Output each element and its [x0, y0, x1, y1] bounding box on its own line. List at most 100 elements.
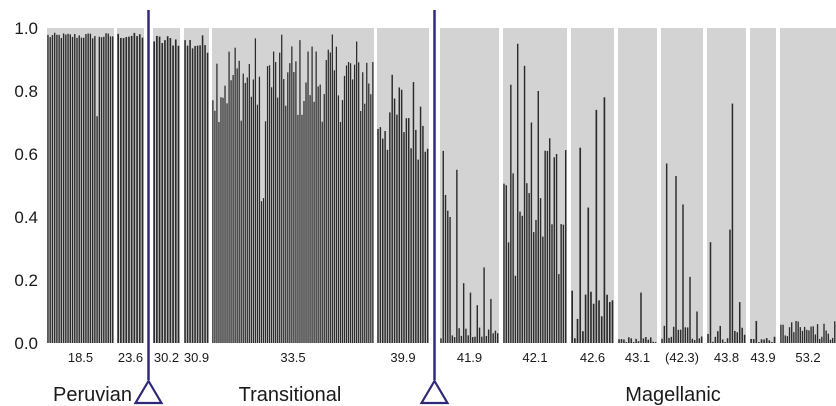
bar	[191, 48, 194, 343]
bar	[795, 320, 797, 343]
bar	[542, 236, 544, 343]
bar	[323, 94, 325, 343]
bar	[768, 340, 771, 343]
bar	[698, 338, 701, 343]
bar	[372, 62, 374, 344]
bar	[74, 34, 76, 344]
bar	[630, 338, 632, 343]
bar	[771, 342, 773, 343]
bar	[317, 86, 319, 343]
bar	[760, 339, 763, 343]
population-group	[377, 28, 429, 344]
bar	[551, 224, 553, 343]
bar	[287, 72, 289, 343]
bar	[647, 339, 650, 343]
group-label: 43.8	[714, 350, 739, 365]
bar	[396, 114, 398, 343]
bar	[447, 210, 449, 343]
bar	[526, 183, 528, 343]
population-group	[618, 28, 657, 343]
bar	[721, 339, 724, 343]
bar	[153, 41, 155, 343]
population-group	[661, 28, 703, 343]
bar	[492, 333, 494, 343]
bar	[603, 97, 606, 343]
bar	[356, 41, 358, 343]
bar	[169, 38, 172, 343]
group-background	[212, 28, 374, 343]
bar	[362, 72, 364, 343]
bar	[281, 34, 283, 343]
bar	[707, 333, 709, 343]
bar	[331, 34, 333, 343]
bar	[677, 329, 680, 343]
group-background	[618, 28, 657, 343]
bar	[250, 96, 252, 344]
bar	[546, 150, 549, 343]
group-label: 23.6	[118, 350, 143, 365]
group-label: 53.2	[795, 350, 820, 365]
bar	[408, 118, 410, 343]
y-tick-label: 0.8	[14, 82, 38, 101]
bar	[503, 183, 505, 343]
bar	[204, 45, 206, 343]
bar	[460, 335, 463, 343]
bar	[637, 341, 640, 343]
bar	[214, 110, 216, 343]
bar	[562, 224, 565, 343]
bar	[497, 333, 499, 343]
bar	[410, 148, 412, 343]
bar	[51, 35, 54, 344]
bar	[474, 336, 476, 343]
bar	[512, 173, 514, 343]
bar	[53, 32, 56, 344]
bar	[505, 185, 507, 343]
bar	[537, 91, 539, 343]
bar	[156, 35, 158, 344]
bar	[780, 324, 782, 343]
bar	[391, 74, 393, 343]
bar	[691, 338, 694, 343]
triangle-icon	[419, 378, 450, 405]
bar	[763, 339, 765, 343]
bar	[608, 302, 611, 343]
bar	[138, 34, 141, 344]
bar	[303, 101, 305, 343]
group-background	[707, 28, 746, 343]
group-label: 18.5	[68, 350, 93, 365]
bar	[258, 76, 261, 343]
bar	[56, 34, 58, 344]
bar	[521, 215, 523, 343]
group-label: 43.9	[750, 350, 775, 365]
bar	[189, 39, 191, 344]
bar	[595, 109, 598, 344]
bar	[825, 330, 827, 343]
bar	[358, 62, 360, 343]
bar	[801, 330, 804, 343]
bar	[645, 337, 647, 343]
bar	[579, 147, 582, 343]
bar	[256, 104, 259, 343]
bar	[172, 45, 174, 344]
bar	[83, 37, 85, 344]
bar	[412, 82, 415, 344]
bar	[649, 337, 652, 343]
bar	[523, 65, 526, 344]
bar	[293, 72, 295, 343]
bar	[670, 336, 673, 343]
bar	[109, 36, 112, 343]
bar	[483, 267, 485, 343]
bar	[289, 63, 291, 344]
bar	[370, 94, 372, 343]
bar	[230, 80, 232, 344]
bar	[234, 47, 236, 343]
bar	[379, 127, 382, 344]
bar	[228, 51, 230, 344]
bar	[793, 332, 795, 343]
bar	[403, 132, 405, 343]
group-label: (42.3)	[665, 350, 699, 365]
bar	[544, 150, 546, 343]
population-group	[503, 28, 567, 344]
bar	[548, 138, 551, 343]
group-label: 30.2	[154, 350, 179, 365]
